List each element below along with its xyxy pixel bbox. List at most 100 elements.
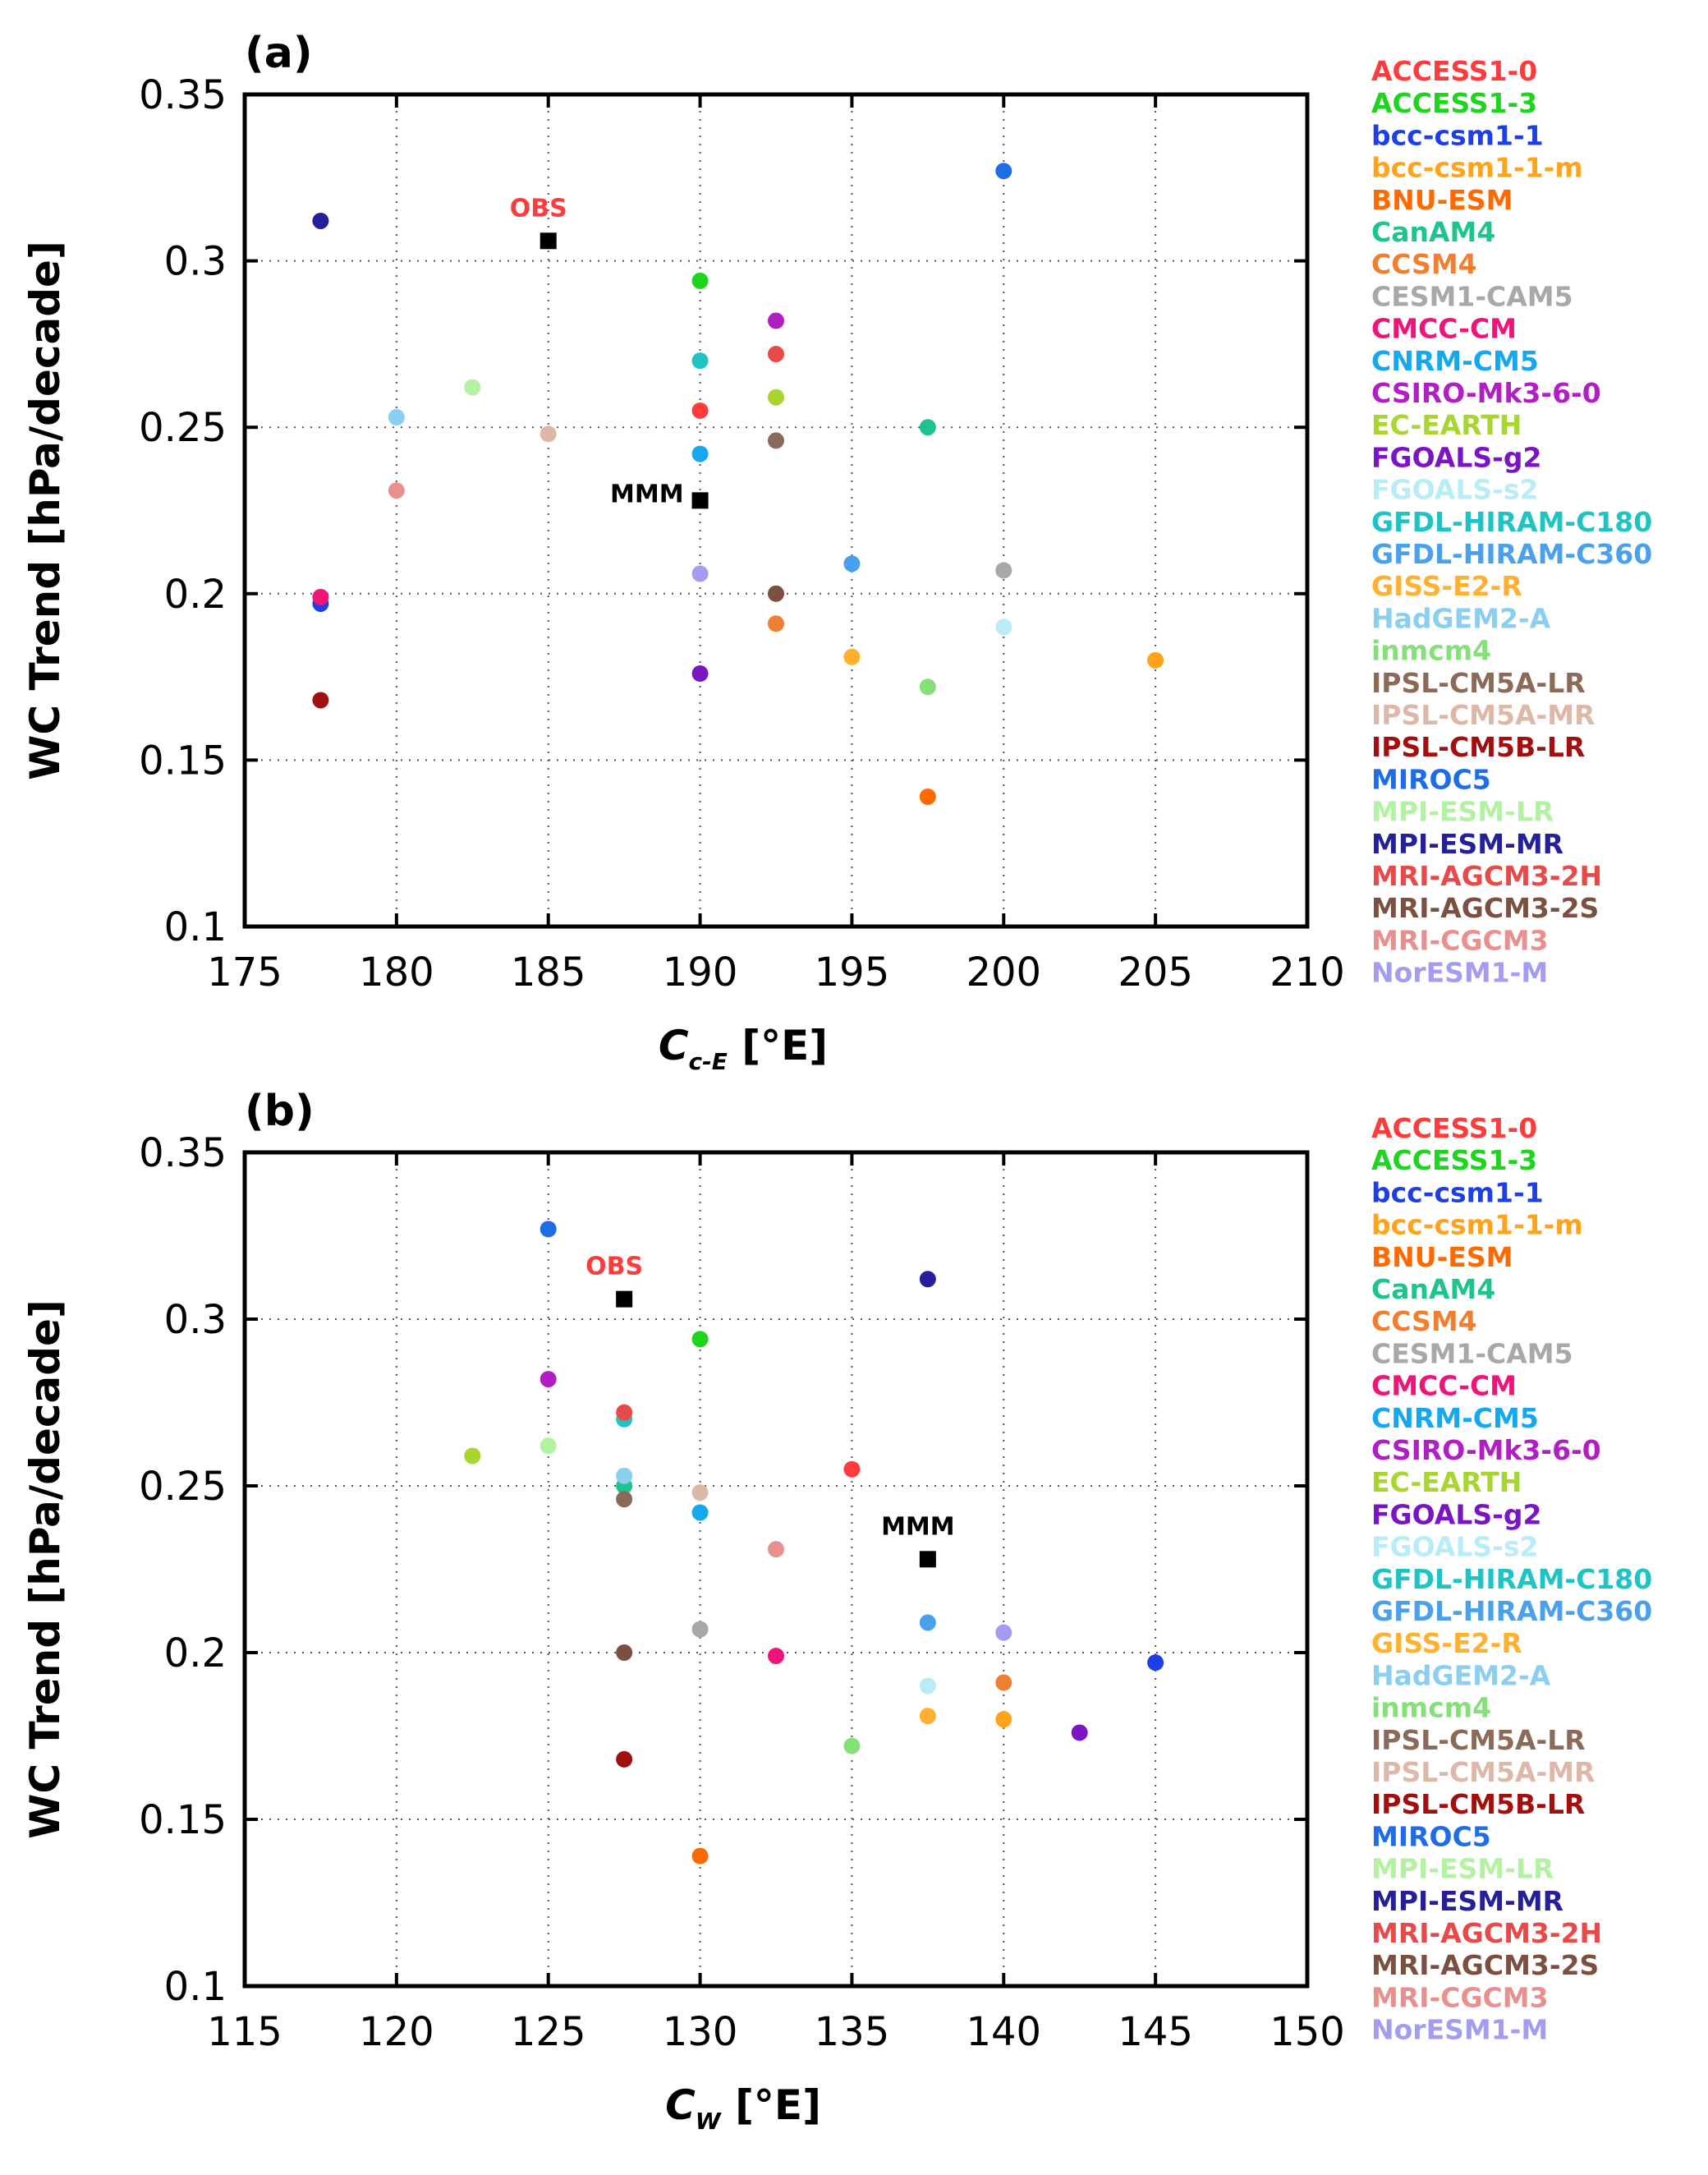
- legend-item: MPI-ESM-MR: [1371, 828, 1563, 860]
- point-ipsl-cm5b-lr: IPSL-CM5B-LR: [312, 692, 329, 709]
- legend-item: CCSM4: [1371, 1305, 1477, 1337]
- x-tick-label: 210: [1270, 950, 1345, 996]
- point-access1-3: ACCESS1-3: [691, 1331, 709, 1348]
- panel-label: (a): [245, 29, 313, 78]
- point-access1-0: ACCESS1-0: [691, 402, 709, 419]
- legend-item: FGOALS-s2: [1371, 474, 1538, 506]
- legend-item: MRI-AGCM3-2S: [1371, 1949, 1599, 1981]
- legend-item: MPI-ESM-LR: [1371, 1853, 1554, 1885]
- point-noresm1-m: NorESM1-M: [691, 565, 709, 582]
- x-tick-label: 205: [1118, 950, 1193, 996]
- legend-item: HadGEM2-A: [1371, 602, 1551, 634]
- x-axis-title: Cc-E [°E]: [659, 1022, 828, 1075]
- y-tick-label: 0.15: [139, 1797, 227, 1843]
- marker-mmm: [691, 492, 709, 509]
- legend-item: EC-EARTH: [1371, 1466, 1522, 1498]
- y-tick-label: 0.2: [164, 1630, 227, 1676]
- point-ipsl-cm5a-lr: IPSL-CM5A-LR: [616, 1491, 633, 1508]
- point-ccsm4: CCSM4: [995, 1674, 1012, 1691]
- legend-item: GFDL-HIRAM-C180: [1371, 1563, 1652, 1595]
- x-tick-label: 185: [511, 950, 586, 996]
- marker-label-obs: OBS: [510, 194, 567, 223]
- point-mri-cgcm3: MRI-CGCM3: [768, 1541, 784, 1558]
- legend-item: FGOALS-s2: [1371, 1531, 1538, 1563]
- marker-label-mmm: MMM: [881, 1512, 955, 1541]
- legend-item: CSIRO-Mk3-6-0: [1371, 1434, 1601, 1466]
- legend-item: ACCESS1-3: [1371, 87, 1537, 119]
- point-mri-agcm3-2h: MRI-AGCM3-2H: [616, 1404, 633, 1421]
- point-canam4: CanAM4: [919, 419, 936, 436]
- point-access1-0: ACCESS1-0: [843, 1460, 861, 1478]
- y-axis-title: WC Trend [hPa/decade]: [21, 1299, 69, 1839]
- point-fgoals-s2: FGOALS-s2: [995, 618, 1012, 636]
- point-ec-earth: EC-EARTH: [768, 389, 784, 406]
- point-fgoals-g2: FGOALS-g2: [691, 665, 709, 683]
- y-tick-label: 0.15: [139, 738, 227, 784]
- legend-item: IPSL-CM5A-LR: [1371, 1724, 1586, 1756]
- point-cnrm-cm5: CNRM-CM5: [691, 1504, 709, 1521]
- legend-item: CNRM-CM5: [1371, 1402, 1539, 1434]
- x-tick-label: 175: [207, 950, 282, 996]
- legend-b: ACCESS1-0ACCESS1-3bcc-csm1-1bcc-csm1-1-m…: [1371, 1112, 1652, 2046]
- legend-item: CMCC-CM: [1371, 313, 1517, 345]
- marker-obs: [539, 232, 557, 250]
- legend-item: EC-EARTH: [1371, 409, 1522, 441]
- legend-item: CCSM4: [1371, 248, 1477, 280]
- legend-item: FGOALS-g2: [1371, 441, 1541, 473]
- point-gfdl-hiram-c360: GFDL-HIRAM-C360: [919, 1614, 936, 1631]
- point-gfdl-hiram-c180: GFDL-HIRAM-C180: [691, 352, 709, 370]
- legend-item: CESM1-CAM5: [1371, 1337, 1573, 1369]
- legend-item: NorESM1-M: [1371, 957, 1548, 989]
- y-tick-label: 0.3: [164, 239, 227, 285]
- y-tick-label: 0.1: [164, 904, 227, 950]
- legend-item: bcc-csm1-1-m: [1371, 152, 1583, 184]
- legend-item: MRI-AGCM3-2H: [1371, 1917, 1602, 1949]
- point-hadgem2-a: HadGEM2-A: [388, 409, 405, 426]
- legend-item: IPSL-CM5B-LR: [1371, 1788, 1585, 1820]
- point-ipsl-cm5a-lr: IPSL-CM5A-LR: [768, 432, 784, 449]
- panel-label: (b): [245, 1087, 315, 1136]
- point-gfdl-hiram-c360: GFDL-HIRAM-C360: [843, 555, 861, 572]
- marker-label-obs: OBS: [585, 1253, 643, 1281]
- y-tick-label: 0.1: [164, 1964, 227, 2010]
- legend-item: IPSL-CM5B-LR: [1371, 731, 1585, 763]
- legend-item: GFDL-HIRAM-C180: [1371, 506, 1652, 538]
- y-tick-label: 0.25: [139, 405, 227, 451]
- point-cesm1-cam5: CESM1-CAM5: [995, 562, 1012, 579]
- y-tick-label: 0.3: [164, 1297, 227, 1343]
- legend-item: GFDL-HIRAM-C360: [1371, 538, 1652, 570]
- point-giss-e2-r: GISS-E2-R: [843, 648, 861, 665]
- point-ipsl-cm5a-mr: IPSL-CM5A-MR: [539, 425, 557, 443]
- marker-obs: [616, 1290, 633, 1308]
- legend-item: GFDL-HIRAM-C360: [1371, 1595, 1652, 1627]
- legend-item: NorESM1-M: [1371, 2014, 1548, 2046]
- marker-label-mmm: MMM: [610, 480, 684, 508]
- y-tick-label: 0.35: [139, 1130, 227, 1176]
- point-cnrm-cm5: CNRM-CM5: [691, 445, 709, 462]
- legend-item: CanAM4: [1371, 216, 1495, 248]
- point-mri-agcm3-2s: MRI-AGCM3-2S: [768, 585, 784, 602]
- point-mpi-esm-mr: MPI-ESM-MR: [312, 212, 329, 229]
- y-axis-title: WC Trend [hPa/decade]: [21, 241, 69, 780]
- point-mri-cgcm3: MRI-CGCM3: [388, 482, 405, 499]
- legend-item: ACCESS1-0: [1371, 1112, 1537, 1144]
- point-mri-agcm3-2s: MRI-AGCM3-2S: [616, 1644, 633, 1661]
- point-bnu-esm: BNU-ESM: [919, 788, 936, 805]
- point-noresm1-m: NorESM1-M: [995, 1624, 1012, 1641]
- legend-item: CSIRO-Mk3-6-0: [1371, 377, 1601, 409]
- legend-item: MIROC5: [1371, 763, 1491, 795]
- legend-item: MRI-AGCM3-2H: [1371, 860, 1602, 892]
- legend-item: bcc-csm1-1: [1371, 119, 1544, 151]
- legend-item: CanAM4: [1371, 1273, 1495, 1305]
- point-miroc5: MIROC5: [995, 163, 1012, 180]
- x-tick-label: 150: [1270, 2009, 1345, 2055]
- legend-item: MRI-CGCM3: [1371, 1981, 1549, 2013]
- x-tick-label: 125: [511, 2009, 586, 2055]
- point-inmcm4: inmcm4: [843, 1737, 861, 1754]
- x-axis-title: CW [°E]: [665, 2081, 821, 2135]
- legend-item: CNRM-CM5: [1371, 345, 1539, 377]
- legend-item: CMCC-CM: [1371, 1370, 1517, 1402]
- legend-item: GISS-E2-R: [1371, 570, 1522, 602]
- x-tick-label: 135: [815, 2009, 890, 2055]
